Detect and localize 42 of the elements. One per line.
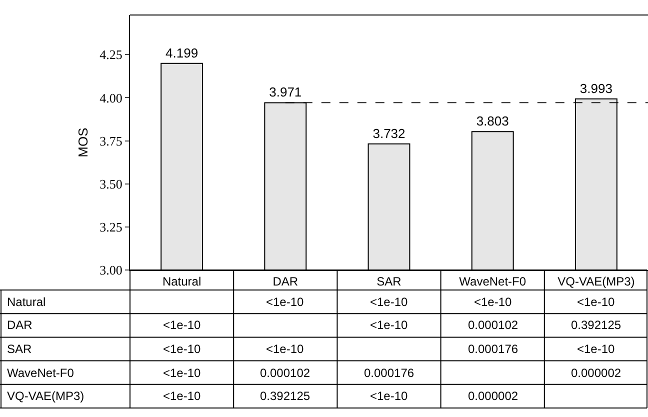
- text: <1e-10: [370, 389, 408, 403]
- text: <1e-10: [163, 318, 202, 332]
- y-tick-label: 3.00: [100, 262, 122, 278]
- x-tick-label: DAR: [272, 274, 298, 288]
- text: <1e-10: [577, 295, 616, 309]
- text: <1e-10: [474, 295, 512, 309]
- text: WaveNet-F0: [7, 366, 74, 380]
- x-tick-label: WaveNet-F0: [459, 274, 526, 288]
- text: <1e-10: [163, 389, 202, 403]
- y-tick-label: 4.00: [100, 90, 122, 106]
- text: 0.000176: [468, 342, 518, 356]
- text: <1e-10: [370, 318, 408, 332]
- text: <1e-10: [577, 342, 616, 356]
- text: VQ-VAE(MP3): [7, 389, 84, 403]
- text: DAR: [7, 318, 33, 332]
- text: <1e-10: [163, 342, 202, 356]
- data-label: 3.732: [372, 126, 406, 141]
- text: 0.392125: [571, 318, 622, 332]
- data-label: 3.971: [269, 84, 302, 100]
- text: 0.392125: [260, 389, 310, 403]
- text: 0.000002: [468, 389, 518, 403]
- y-tick-label: 3.25: [100, 219, 122, 234]
- text: <1e-10: [370, 295, 408, 309]
- text: <1e-10: [266, 342, 304, 356]
- x-tick-label: Natural: [162, 274, 202, 288]
- y-tick-label: 3.75: [100, 133, 122, 148]
- data-label: 3.993: [580, 80, 612, 96]
- y-tick-label: 3.50: [100, 176, 122, 192]
- x-tick-label: SAR: [376, 274, 402, 288]
- data-label: 4.199: [166, 45, 198, 60]
- y-axis-title: MOS: [76, 127, 91, 158]
- text: 0.000102: [468, 318, 518, 332]
- x-tick-label: VQ-VAE(MP3): [558, 274, 635, 288]
- text: <1e-10: [163, 366, 202, 380]
- text: SAR: [7, 342, 32, 356]
- text: 0.000102: [260, 366, 310, 380]
- text: <1e-10: [266, 295, 304, 309]
- data-label: 3.803: [476, 114, 509, 129]
- text: 0.000002: [571, 366, 622, 380]
- y-tick-label: 4.25: [100, 47, 122, 62]
- text: 0.000176: [364, 366, 414, 380]
- text: Natural: [7, 295, 46, 309]
